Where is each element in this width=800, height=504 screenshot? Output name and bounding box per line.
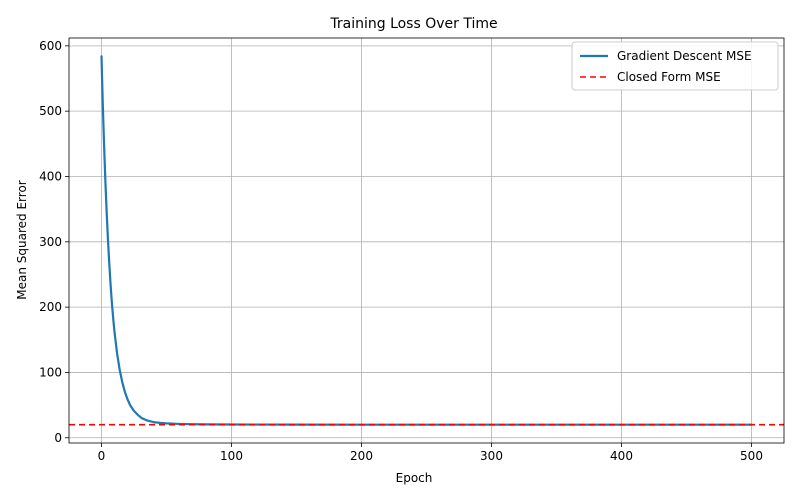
x-tick-label-0: 0 [98,449,106,463]
y-tick-label-1: 100 [39,365,62,379]
legend-label-closed-form: Closed Form MSE [617,70,721,84]
x-tick-label-5: 500 [740,449,763,463]
x-tick-label-1: 100 [220,449,243,463]
y-tick-label-5: 500 [39,104,62,118]
x-axis-label: Epoch [396,471,433,485]
legend-label-gradient-descent: Gradient Descent MSE [617,49,752,63]
axis-ticks: 0 100 200 300 400 500 0 100 200 300 400 500 600 [39,39,763,463]
legend: Gradient Descent MSE Closed Form MSE [571,41,779,91]
y-tick-label-4: 400 [39,169,62,183]
x-tick-label-2: 200 [350,449,373,463]
y-axis-label: Mean Squared Error [15,180,29,300]
y-tick-label-0: 0 [54,431,62,445]
grid [69,38,784,443]
x-tick-label-3: 300 [480,449,503,463]
legend-box [571,41,779,91]
chart-title: Training Loss Over Time [329,16,497,32]
y-tick-label-2: 200 [39,300,62,314]
plot-area-frame [68,37,785,444]
series-layer [69,55,784,426]
x-tick-label-4: 400 [610,449,633,463]
y-tick-label-6: 600 [39,39,62,53]
y-tick-label-3: 300 [39,235,62,249]
